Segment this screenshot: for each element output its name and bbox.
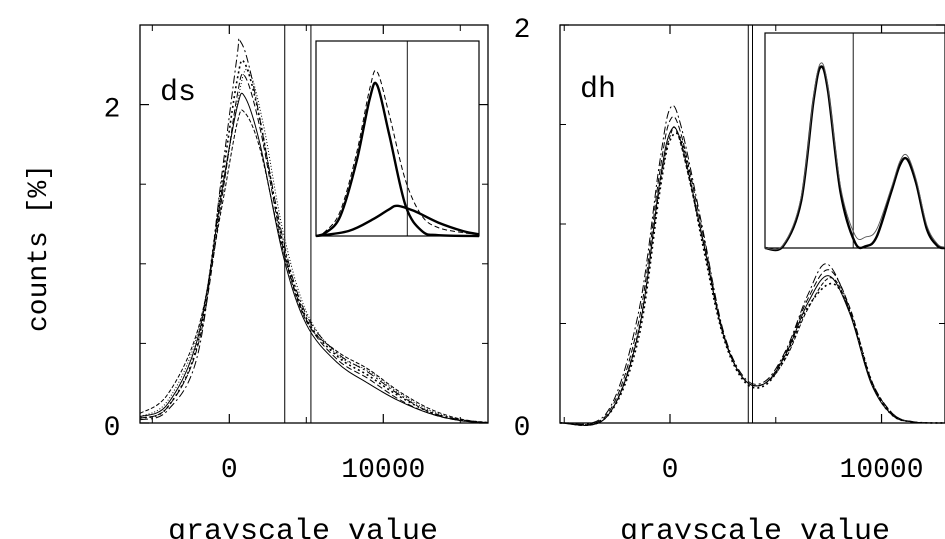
series-line [139,37,489,424]
x-tick-label: 0 [221,455,238,486]
inset-chart [764,32,945,252]
x-tick-label: 10000 [840,455,924,486]
x-axis-label: grayscale value [620,515,890,539]
plot-frame [139,24,489,424]
inset-chart [315,40,480,238]
inset-series-line [315,70,480,237]
y-axis-label: counts [%] [24,164,55,332]
series-group [559,105,945,426]
chart-panel-ds: ds grayscale value 0 10000 0 2 [104,24,489,539]
y-tick-label: 0 [104,413,121,444]
y-tick-label: 2 [104,95,121,126]
series-group [139,37,489,424]
chart-panel-dh: dh grayscale value 0 10000 0 2 [514,15,945,539]
tick-group: 0 10000 0 2 [514,15,945,486]
series-line [139,68,489,424]
inset-series-line [764,62,945,251]
series-line [139,73,489,424]
y-tick-label: 0 [514,413,531,444]
inset-frame [764,32,945,249]
series-line [559,105,945,425]
x-axis-label: grayscale value [168,515,438,539]
x-tick-label: 0 [662,455,679,486]
series-line [139,109,489,423]
panel-label: dh [580,73,616,107]
tick-group: 0 10000 0 2 [104,25,488,486]
inset-series-line [315,81,480,238]
panel-label: ds [160,76,196,110]
y-tick-label: 2 [514,15,531,46]
x-tick-label: 10000 [341,455,425,486]
series-line [559,126,945,426]
inset-series-line [315,204,480,238]
